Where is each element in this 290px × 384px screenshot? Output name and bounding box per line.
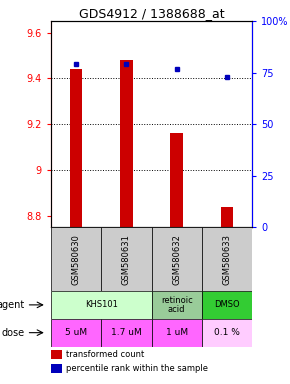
Bar — [202, 227, 252, 291]
Text: GSM580632: GSM580632 — [172, 234, 181, 285]
Text: transformed count: transformed count — [66, 350, 144, 359]
Text: agent: agent — [0, 300, 25, 310]
Text: GSM580630: GSM580630 — [71, 234, 80, 285]
Text: percentile rank within the sample: percentile rank within the sample — [66, 364, 208, 372]
Bar — [51, 227, 101, 291]
Bar — [70, 69, 82, 227]
Bar — [51, 350, 62, 359]
Bar — [120, 60, 133, 227]
Bar — [101, 319, 152, 346]
Bar — [152, 291, 202, 319]
Text: 5 uM: 5 uM — [65, 328, 87, 337]
Bar — [101, 227, 152, 291]
Text: KHS101: KHS101 — [85, 300, 117, 310]
Bar — [202, 319, 252, 346]
Bar — [51, 319, 101, 346]
Text: 1.7 uM: 1.7 uM — [111, 328, 142, 337]
Title: GDS4912 / 1388688_at: GDS4912 / 1388688_at — [79, 7, 224, 20]
Text: dose: dose — [1, 328, 25, 338]
Bar — [171, 134, 183, 227]
Bar — [51, 291, 152, 319]
Text: GSM580633: GSM580633 — [223, 234, 232, 285]
Text: 1 uM: 1 uM — [166, 328, 188, 337]
Bar — [152, 319, 202, 346]
Bar — [221, 207, 233, 227]
Text: DMSO: DMSO — [214, 300, 240, 310]
Text: GSM580631: GSM580631 — [122, 234, 131, 285]
Bar — [152, 227, 202, 291]
Text: 0.1 %: 0.1 % — [214, 328, 240, 337]
Bar — [202, 291, 252, 319]
Bar — [51, 364, 62, 372]
Text: retinoic
acid: retinoic acid — [161, 296, 193, 314]
